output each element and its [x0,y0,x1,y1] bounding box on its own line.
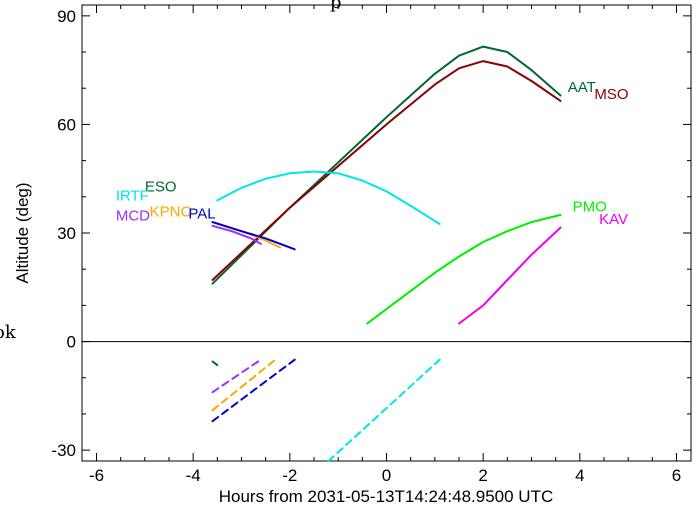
x-axis-label: Hours from 2031-05-13T14:24:48.9500 UTC [219,487,554,506]
series-line-irtf [216,170,441,225]
observatory-label-irtf: IRTF [116,187,149,204]
x-tick-label: 0 [382,466,391,485]
y-axis-label: Altitude (deg) [13,182,32,283]
series-line-aat [211,45,562,285]
series-line-pal-below-horizon [211,358,296,423]
series-line-kav [458,226,562,325]
series-line-pmo [366,213,562,325]
observatory-label-pmo: PMO [573,198,607,215]
observatory-label-kpno: KPNO [150,204,193,221]
x-tick-label: -6 [89,466,104,485]
observatory-label-eso: ESO [145,178,177,195]
x-tick-label: 4 [575,466,584,485]
y-tick-label: 0 [67,333,76,352]
series-line-pal [211,221,296,251]
y-tick-label: 60 [57,115,76,134]
y-tick-label: 30 [57,224,76,243]
y-tick-label: -30 [51,441,76,460]
series-line-irtf-below-horizon [327,358,441,462]
y-tick-label: 90 [57,7,76,26]
series-line-mso [211,60,562,281]
observatory-label-mso: MSO [594,86,628,103]
observatory-label-pal: PAL [188,206,215,223]
top-margin-text: p [330,0,342,13]
observatory-label-mcd: MCD [116,207,150,224]
x-tick-label: 6 [672,466,681,485]
x-tick-label: -2 [282,466,297,485]
x-tick-label: 2 [478,466,487,485]
plot-frame [81,4,692,462]
series-line-mcd [211,224,262,245]
series-line-kpno-below-horizon [211,358,277,412]
observatory-label-kav: KAV [599,211,628,228]
series-line-eso [211,360,219,367]
left-margin-text: ok [0,322,17,343]
x-tick-label: -4 [186,466,201,485]
series-line-mcd-below-horizon [211,358,262,394]
observatory-label-aat: AAT [568,79,596,96]
